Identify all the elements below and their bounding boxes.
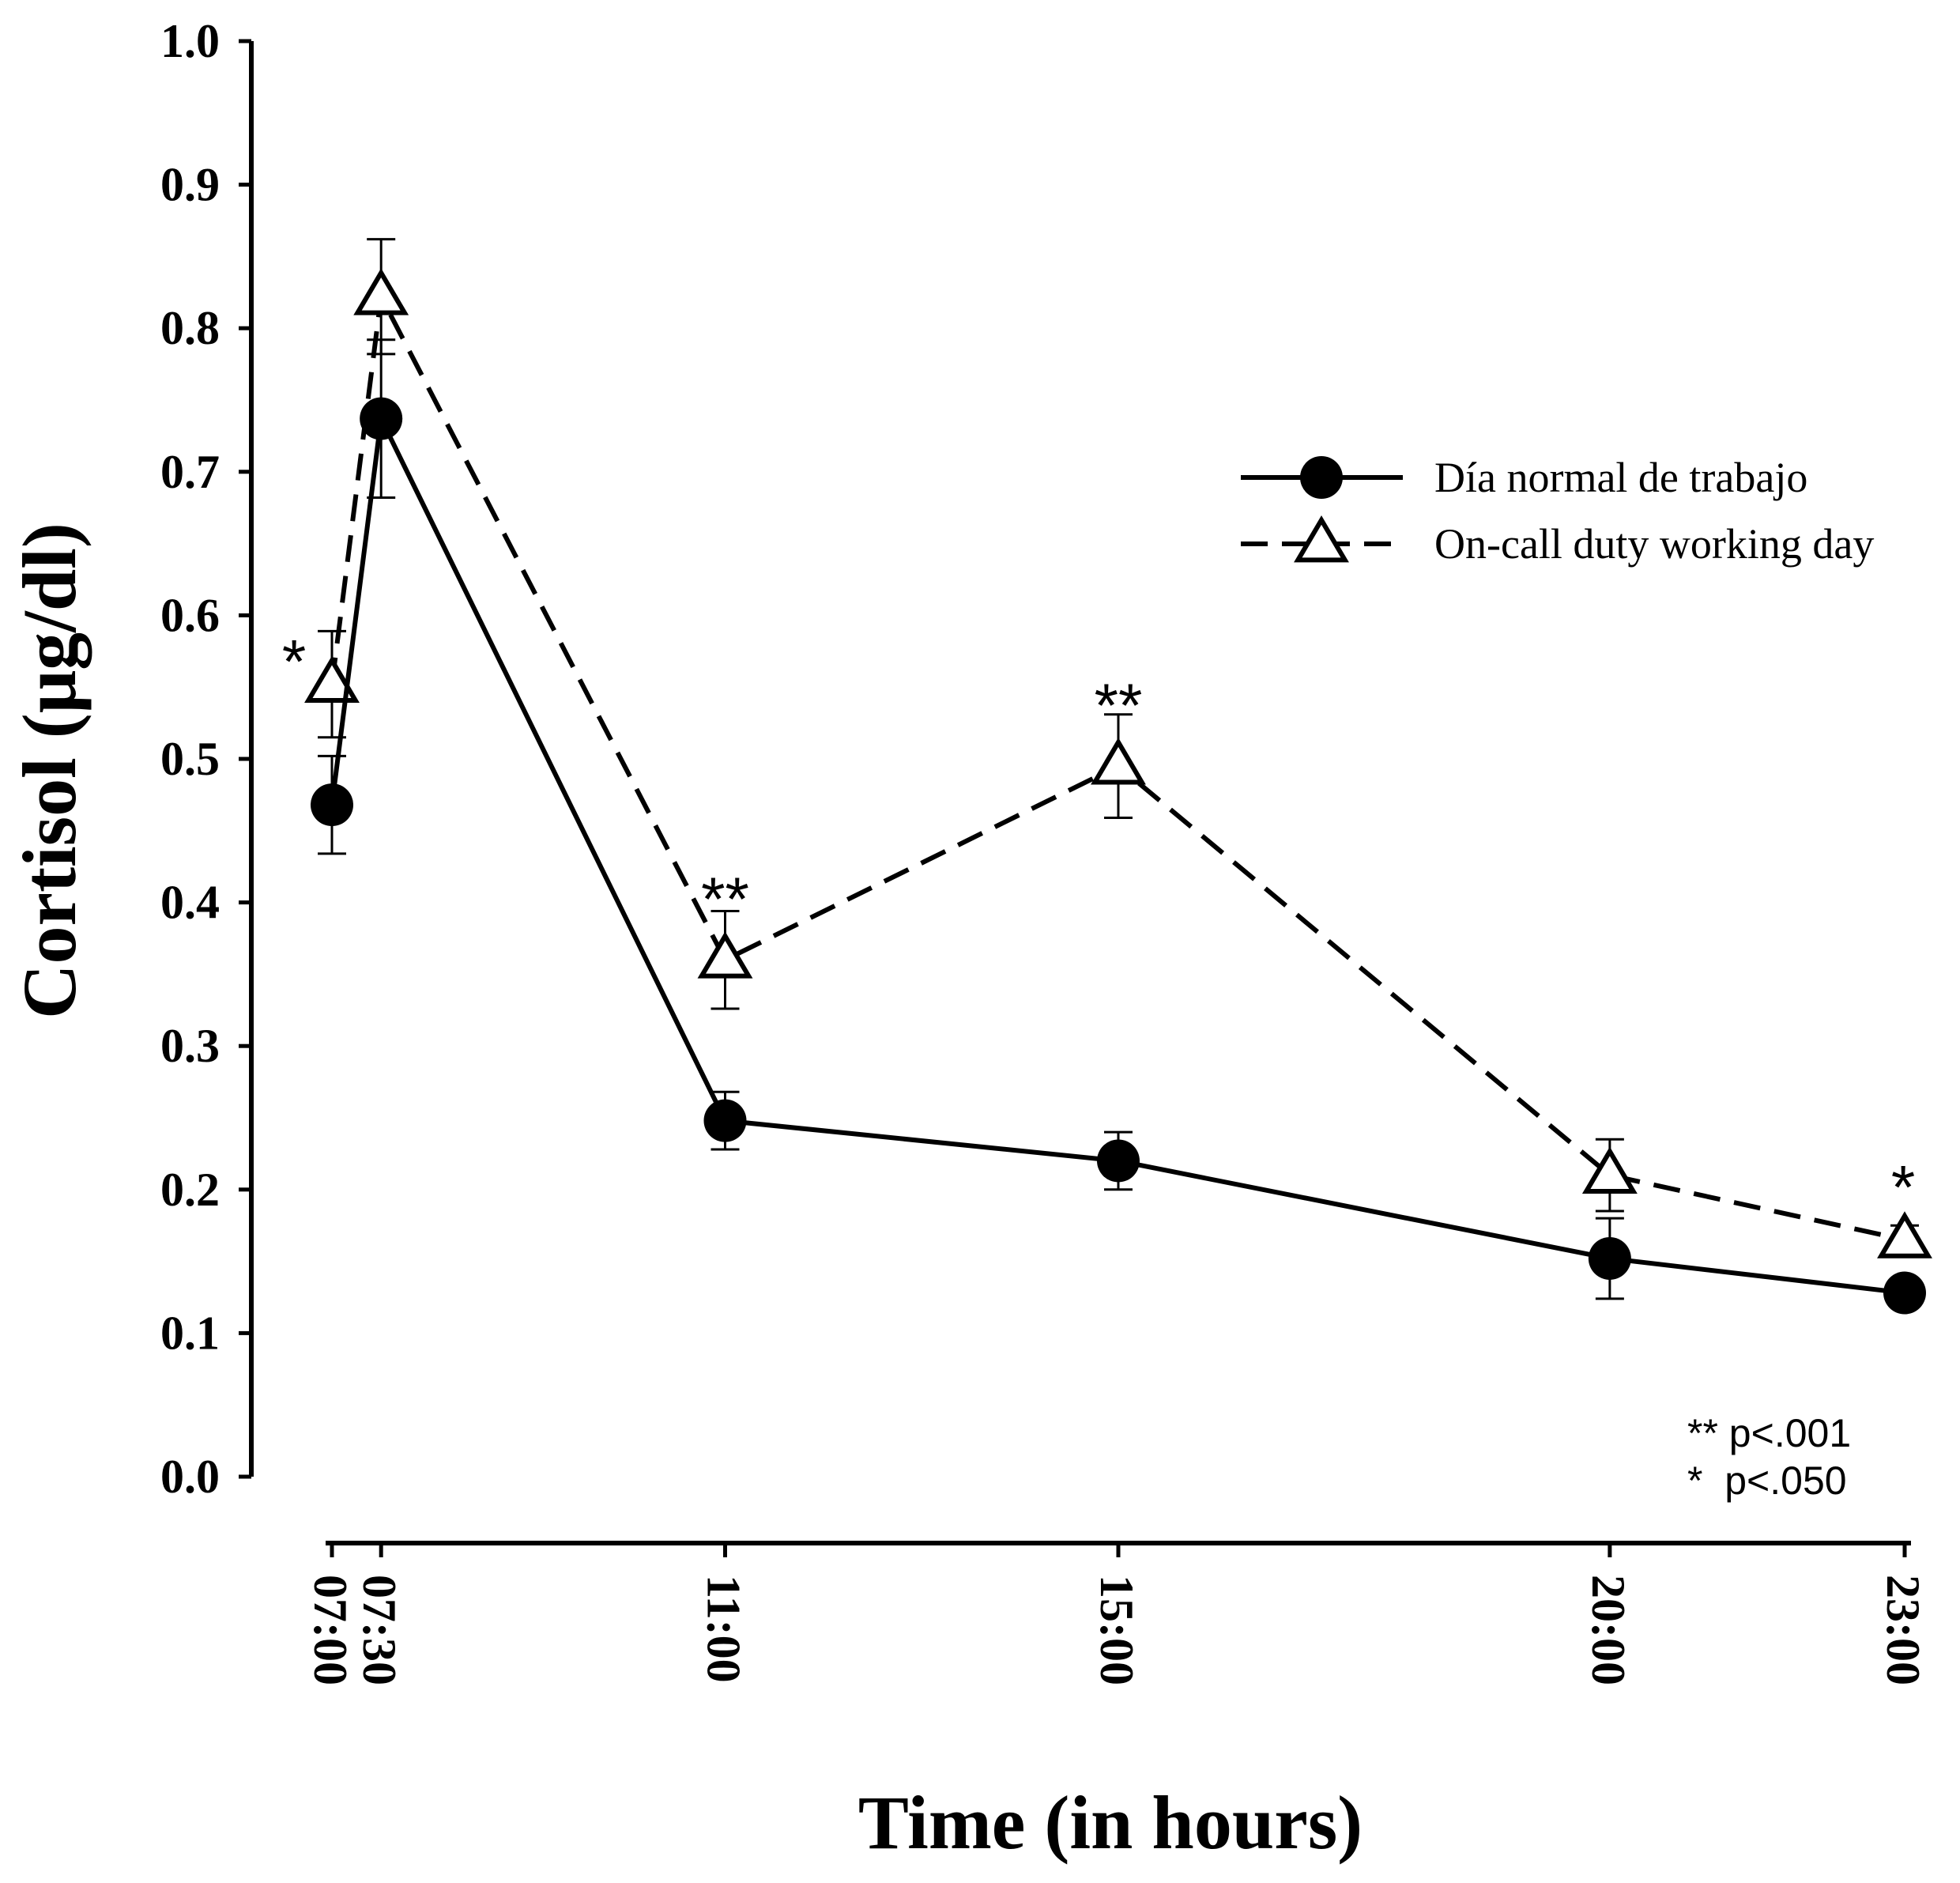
data-point-triangle (1091, 738, 1146, 785)
legend: Día normal de trabajo On-call duty workin… (1241, 454, 1874, 568)
x-axis-title: Time (in hours) (858, 1780, 1363, 1865)
y-tick-label: 0.1 (160, 1307, 220, 1359)
legend-marker-circle (1300, 456, 1343, 499)
y-tick-label: 0.5 (160, 733, 220, 785)
y-tick-label: 0.9 (160, 159, 220, 211)
y-tick-label: 0.0 (160, 1451, 220, 1503)
y-tick-label: 0.2 (160, 1164, 220, 1216)
significance-star: ** (701, 864, 749, 934)
data-point-triangle (1581, 1146, 1638, 1194)
legend-label: On-call duty working day (1434, 520, 1874, 568)
data-point-triangle (1877, 1211, 1932, 1258)
y-axis: 0.0 0.1 0.2 0.3 0.4 0.5 0.6 0.7 0.8 0.9 1.0 (160, 15, 254, 1503)
data-point-circle (703, 1099, 747, 1142)
series-layer (304, 238, 1932, 1315)
y-axis-title: Cortisol (μg/dl) (7, 523, 92, 1019)
x-tick-label: 07:30 (353, 1575, 405, 1685)
y-tick-label: 0.6 (160, 589, 220, 641)
x-tick-label: 23:00 (1877, 1575, 1929, 1685)
data-point-circle (360, 397, 403, 440)
y-tick-label: 0.7 (160, 446, 220, 498)
x-tick-label: 11:00 (698, 1575, 750, 1683)
series-line (330, 289, 1905, 1243)
y-tick-label: 0.8 (160, 302, 220, 354)
data-point-triangle (304, 655, 360, 703)
x-tick-label: 07:00 (304, 1575, 356, 1685)
significance-note-p050: * p<.050 (1687, 1458, 1847, 1503)
y-tick-label: 0.3 (160, 1020, 220, 1072)
data-point-circle (1883, 1271, 1926, 1315)
series-line (330, 410, 1905, 1296)
y-tick-label: 0.4 (160, 877, 220, 929)
legend-label: Día normal de trabajo (1434, 454, 1807, 501)
x-tick-label: 20:00 (1582, 1575, 1634, 1685)
significance-note-p001: ** p<.001 (1687, 1411, 1851, 1455)
legend-marker-triangle (1294, 515, 1349, 563)
significance-star: * (282, 627, 306, 696)
data-point-circle (1097, 1139, 1140, 1183)
significance-star: ** (1095, 670, 1143, 740)
data-point-triangle (697, 931, 753, 979)
data-point-circle (1588, 1236, 1631, 1280)
legend-item-on-call-day: On-call duty working day (1241, 515, 1874, 568)
data-point-circle (311, 783, 353, 827)
significance-star: * (1891, 1152, 1915, 1221)
legend-item-normal-day: Día normal de trabajo (1241, 454, 1807, 501)
data-point-triangle (353, 268, 409, 315)
y-tick-label: 1.0 (160, 15, 220, 67)
series-on-call-day (304, 238, 1932, 1258)
significance-markers: ****** (282, 627, 1915, 1222)
series-normal-day (311, 338, 1926, 1315)
x-tick-label: 15:00 (1091, 1575, 1143, 1685)
